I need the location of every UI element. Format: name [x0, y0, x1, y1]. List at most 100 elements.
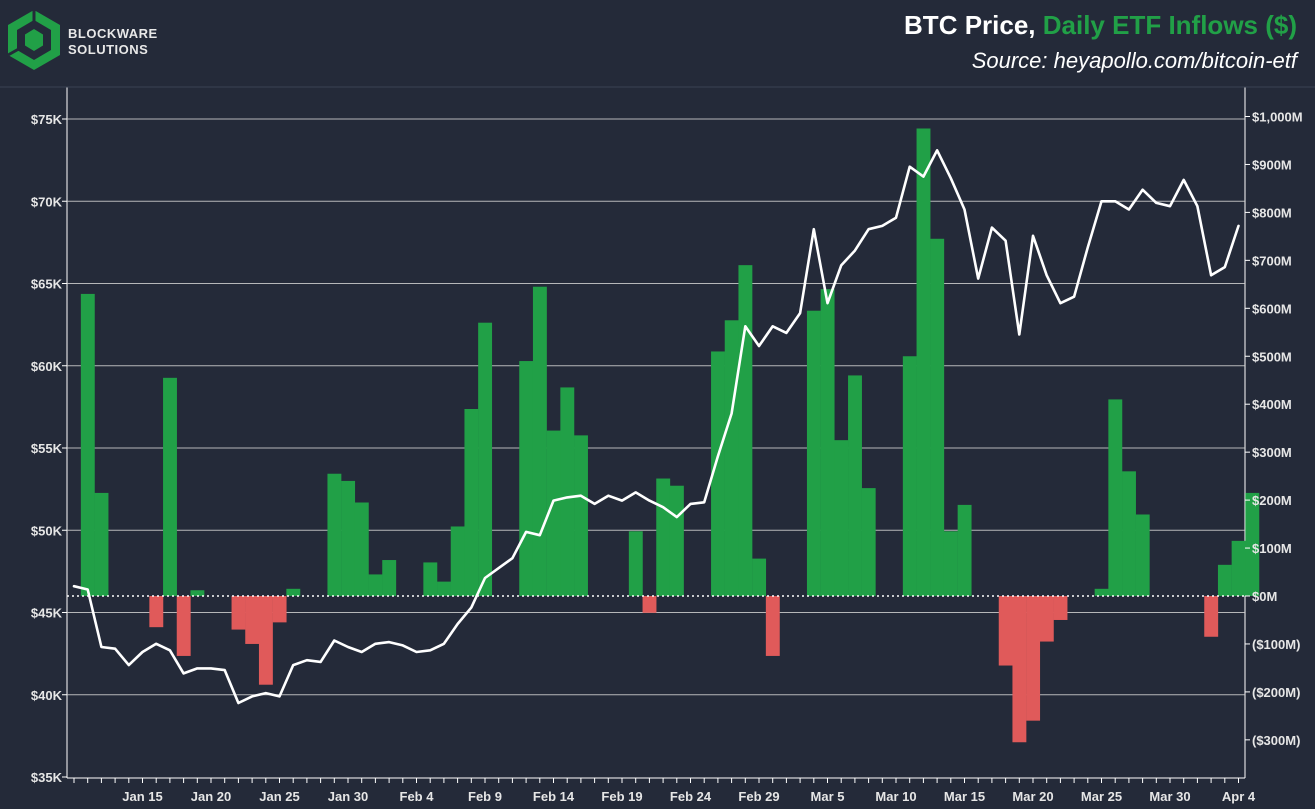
outflow-bar: [998, 596, 1013, 666]
outflow-bar: [765, 596, 780, 656]
right-tick-label: $600M: [1252, 301, 1292, 316]
inflow-bar: [478, 322, 493, 596]
left-tick-label: $45K: [31, 606, 63, 621]
outflow-bar: [1053, 596, 1068, 620]
outflow-bar: [176, 596, 191, 656]
inflow-bar: [1094, 588, 1109, 596]
inflow-bar: [286, 588, 301, 596]
right-tick-label: $400M: [1252, 397, 1292, 412]
x-tick-label: Mar 25: [1081, 789, 1122, 804]
inflow-bar: [957, 504, 972, 596]
plot-area: [0, 86, 1315, 779]
outflow-bar: [272, 596, 287, 623]
inflow-bar: [574, 435, 588, 596]
x-tick-label: Mar 5: [811, 789, 845, 804]
x-tick-label: Feb 24: [670, 789, 712, 804]
inflow-bar: [368, 574, 383, 596]
x-tick-label: Jan 15: [122, 789, 162, 804]
outflow-bar: [1204, 596, 1219, 637]
inflow-bar: [80, 293, 95, 596]
inflow-bar: [94, 492, 109, 596]
price-line-group: [72, 149, 1240, 705]
right-tick-label: $100M: [1252, 541, 1292, 556]
right-axis-ticks: ($300M) ($200M) ($100M) $0M $100M $200M $300M $…: [1245, 110, 1303, 748]
right-tick-label: ($200M): [1252, 685, 1300, 700]
inflow-bar: [437, 581, 451, 596]
right-tick-label: $300M: [1252, 445, 1292, 460]
inflow-bar: [560, 387, 575, 596]
outflow-bar: [1039, 596, 1054, 642]
outflow-bar: [231, 596, 246, 630]
x-tick-label: Feb 4: [400, 789, 435, 804]
outflow-bar: [258, 596, 273, 685]
outflow-bar: [149, 596, 164, 628]
inflow-bar: [341, 480, 356, 596]
x-tick-label: Apr 4: [1222, 789, 1256, 804]
inflow-bar: [1231, 540, 1246, 596]
inflow-bar: [669, 485, 684, 596]
right-tick-label: $1,000M: [1252, 110, 1303, 125]
inflow-bar: [327, 473, 342, 596]
left-tick-label: $50K: [31, 523, 63, 538]
left-axis-ticks: $35K $40K $45K $50K $55K $60K $65K $70K $75K: [31, 112, 67, 785]
blockware-logo: BLOCKWARE SOLUTIONS: [7, 10, 158, 70]
x-tick-label: Mar 15: [944, 789, 985, 804]
inflow-bar: [423, 562, 438, 596]
inflow-bar: [190, 590, 205, 596]
x-tick-label: Feb 9: [468, 789, 502, 804]
left-tick-label: $60K: [31, 359, 63, 374]
left-tick-label: $70K: [31, 194, 63, 209]
inflow-bar: [1122, 471, 1136, 596]
inflow-bar: [930, 238, 945, 596]
outflow-bar: [245, 596, 260, 644]
x-tick-label: Jan 30: [328, 789, 368, 804]
x-tick-label: Jan 20: [191, 789, 231, 804]
outflow-bar: [1012, 596, 1027, 743]
inflow-bar: [354, 502, 369, 596]
inflow-bar: [711, 351, 725, 596]
right-tick-label: ($300M): [1252, 733, 1300, 748]
inflow-bar: [738, 265, 753, 596]
right-tick-label: $500M: [1252, 349, 1292, 364]
x-tick-label: Feb 19: [601, 789, 642, 804]
brand-line2: SOLUTIONS: [68, 42, 148, 57]
inflow-bar: [546, 430, 561, 596]
right-tick-label: $900M: [1252, 157, 1292, 172]
x-tick-label: Jan 25: [259, 789, 299, 804]
inflow-bar: [656, 478, 671, 596]
inflow-bar: [848, 375, 862, 596]
outflow-bar: [1026, 596, 1041, 721]
right-tick-label: ($100M): [1252, 637, 1300, 652]
left-tick-label: $55K: [31, 441, 63, 456]
outflow-bar: [642, 596, 657, 613]
inflow-bar: [1217, 564, 1232, 596]
right-tick-label: $200M: [1252, 493, 1292, 508]
inflow-bar: [724, 320, 739, 596]
x-tick-label: Mar 20: [1012, 789, 1053, 804]
brand-line1: BLOCKWARE: [68, 26, 158, 41]
inflow-bar: [820, 289, 835, 596]
inflow-bar: [1108, 399, 1123, 596]
left-tick-label: $65K: [31, 277, 63, 292]
left-tick-label: $75K: [31, 112, 63, 127]
inflow-bar: [450, 526, 465, 596]
x-tick-label: Mar 10: [875, 789, 916, 804]
inflow-bar: [163, 377, 177, 596]
inflow-bar: [752, 558, 767, 596]
inflow-bars: [80, 128, 1260, 743]
inflow-bar: [834, 440, 849, 596]
title-part2: Daily ETF Inflows ($): [1043, 10, 1297, 40]
inflow-bar: [532, 286, 547, 596]
inflow-bar: [916, 128, 931, 597]
inflow-bar: [861, 488, 876, 596]
left-tick-label: $35K: [31, 770, 63, 785]
inflow-bar: [382, 560, 397, 596]
x-tick-label: Feb 14: [533, 789, 575, 804]
right-tick-label: $700M: [1252, 253, 1292, 268]
price-line: [72, 149, 1240, 705]
right-tick-label: $800M: [1252, 205, 1292, 220]
inflow-bar: [628, 531, 643, 596]
inflow-bar: [1245, 492, 1260, 596]
